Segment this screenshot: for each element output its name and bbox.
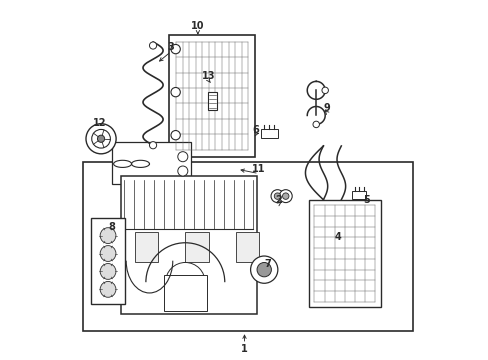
Bar [121, 176, 257, 315]
Circle shape [321, 87, 328, 94]
Bar [351, 191, 366, 199]
Bar [163, 275, 206, 311]
Circle shape [257, 262, 271, 277]
Bar [83, 162, 412, 330]
Bar [91, 218, 125, 304]
Bar [260, 129, 277, 138]
Circle shape [178, 152, 187, 162]
Text: 8: 8 [108, 222, 115, 231]
Text: 5: 5 [362, 195, 369, 205]
Text: 7: 7 [264, 259, 271, 269]
Bar [112, 142, 190, 184]
Circle shape [149, 141, 156, 149]
Circle shape [279, 190, 292, 203]
Circle shape [100, 246, 116, 261]
Text: 9: 9 [323, 103, 330, 113]
Circle shape [178, 166, 187, 176]
Circle shape [86, 124, 116, 154]
Circle shape [250, 256, 277, 283]
Text: 1: 1 [241, 343, 247, 354]
Text: 4: 4 [334, 232, 341, 242]
Circle shape [171, 87, 180, 97]
Bar [185, 233, 208, 262]
Circle shape [312, 121, 319, 128]
Text: 2: 2 [275, 195, 282, 205]
Text: 6: 6 [251, 125, 258, 135]
Text: 12: 12 [92, 118, 106, 128]
Circle shape [171, 131, 180, 140]
Circle shape [270, 190, 284, 203]
Text: 13: 13 [202, 71, 215, 81]
Text: 11: 11 [252, 164, 265, 174]
Bar [135, 233, 158, 262]
Text: 3: 3 [167, 42, 174, 52]
Bar [207, 92, 216, 110]
Circle shape [100, 264, 116, 279]
Circle shape [100, 282, 116, 297]
Circle shape [149, 42, 156, 49]
Circle shape [100, 228, 116, 243]
Text: 10: 10 [191, 21, 204, 31]
Circle shape [92, 130, 110, 148]
Circle shape [97, 135, 104, 142]
Circle shape [171, 44, 180, 54]
Circle shape [282, 193, 288, 199]
Circle shape [274, 193, 280, 199]
Circle shape [165, 262, 204, 302]
Bar [308, 200, 380, 307]
Bar [169, 35, 255, 157]
Bar [235, 233, 258, 262]
